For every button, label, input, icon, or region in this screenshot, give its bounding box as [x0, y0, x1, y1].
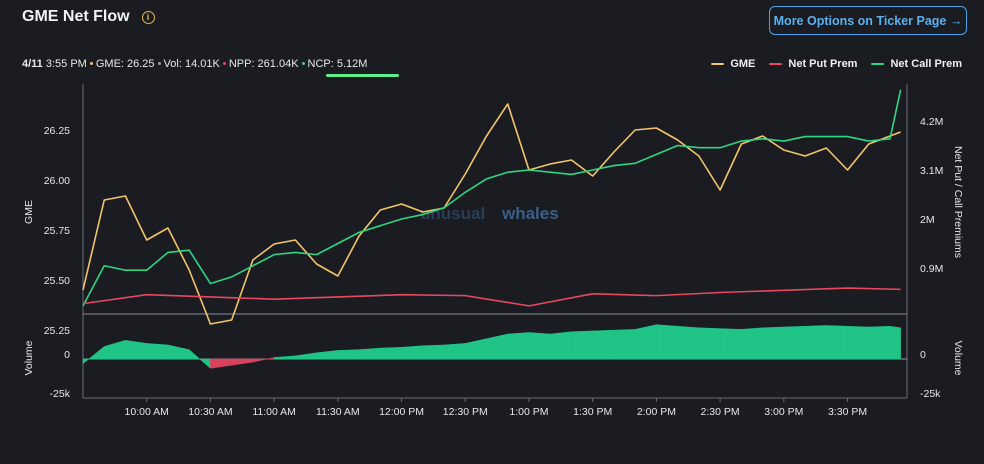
- volume-bar: [719, 328, 742, 360]
- volume-right-tick-label: 0: [920, 349, 926, 361]
- right-axis-tick-label: 2M: [920, 214, 935, 226]
- right-axis-tick-label: 4.2M: [920, 116, 943, 128]
- volume-bar: [125, 339, 147, 360]
- left-axis-tick-label: 26.00: [44, 175, 70, 187]
- x-axis-tick-label: 11:30 AM: [316, 406, 360, 418]
- legend: GME Net Put Prem Net Call Prem: [711, 58, 962, 70]
- series-line-net-call-prem[interactable]: [82, 89, 902, 307]
- volume-right-axis-title: Volume: [952, 340, 964, 375]
- volume-bar: [507, 332, 530, 360]
- volume-bar: [295, 352, 317, 360]
- legend-label: Net Put Prem: [788, 58, 858, 70]
- gme-dot-icon: [89, 62, 93, 65]
- volume-bar: [380, 347, 402, 360]
- volume-bar: [656, 324, 678, 360]
- volume-left-tick-label: 0: [64, 349, 70, 361]
- watermark-unusual: unusual: [420, 204, 485, 223]
- left-axis-tick-label: 25.25: [44, 325, 70, 337]
- volume-bar: [188, 349, 211, 369]
- legend-label: Net Call Prem: [890, 58, 962, 70]
- volume-bar: [889, 325, 901, 360]
- left-axis-tick-label: 26.25: [44, 125, 70, 137]
- volume-bar: [167, 344, 190, 360]
- x-axis-tick-label: 1:00 PM: [509, 406, 548, 418]
- volume-bar: [358, 347, 381, 360]
- volume-bar: [826, 325, 848, 360]
- x-axis-tick-label: 2:30 PM: [701, 406, 740, 418]
- info-date: 4/11: [22, 58, 43, 70]
- volume-bar: [677, 325, 700, 360]
- legend-swatch-icon: [711, 63, 725, 65]
- volume-bar: [401, 345, 424, 360]
- volume-bar: [465, 338, 487, 360]
- volume-bar: [762, 326, 785, 360]
- volume-bar: [804, 325, 827, 360]
- vol-dot-icon: [157, 62, 161, 65]
- volume-left-tick-label: -25k: [50, 388, 71, 400]
- info-icon[interactable]: i: [141, 10, 155, 24]
- legend-swatch-icon: [769, 63, 783, 65]
- volume-bar: [443, 343, 466, 360]
- volume-right-tick-label: -25k: [920, 388, 941, 400]
- info-ncp: NCP: 5.12M: [307, 58, 368, 70]
- npp-dot-icon: [222, 62, 226, 65]
- volume-bar: [613, 329, 636, 360]
- volume-bar: [571, 330, 593, 360]
- left-axis-title: GME: [23, 200, 35, 224]
- series-line-gme[interactable]: [82, 103, 901, 325]
- volume-bar: [634, 324, 657, 360]
- legend-label: GME: [730, 58, 756, 70]
- info-npp: NPP: 261.04K: [228, 58, 299, 70]
- page-title: GME Net Flow: [22, 8, 130, 25]
- more-options-button[interactable]: More Options on Ticker Page →: [769, 6, 967, 35]
- x-axis-tick-label: 2:00 PM: [637, 406, 676, 418]
- info-time: 3:55 PM: [45, 58, 87, 70]
- ncp-dot-icon: [301, 62, 305, 65]
- series-line-net-put-prem[interactable]: [82, 287, 901, 307]
- legend-item-gme[interactable]: GME: [711, 58, 755, 70]
- x-axis-tick-label: 1:30 PM: [573, 406, 612, 418]
- x-axis-tick-label: 12:30 PM: [443, 406, 488, 418]
- x-axis-tick-label: 11:00 AM: [252, 406, 296, 418]
- left-axis-tick-label: 25.50: [44, 275, 70, 287]
- x-axis-tick-label: 12:00 PM: [379, 406, 424, 418]
- volume-bar: [698, 327, 721, 360]
- left-axis-tick-label: 25.75: [44, 225, 70, 237]
- volume-bar: [231, 358, 254, 366]
- right-axis-tick-label: 0.9M: [920, 263, 943, 275]
- right-axis-title: Net Put / Call Premiums: [952, 146, 964, 258]
- volume-bar: [422, 344, 445, 360]
- volume-bar: [486, 333, 508, 360]
- volume-bar: [337, 349, 360, 360]
- right-axis-tick-label: 3.1M: [920, 165, 943, 177]
- volume-bar: [847, 325, 870, 360]
- legend-swatch-icon: [871, 63, 885, 65]
- volume-bar: [252, 357, 275, 363]
- volume-bar: [783, 325, 806, 360]
- legend-item-net-put-prem[interactable]: Net Put Prem: [769, 58, 857, 70]
- volume-left-axis-title: Volume: [23, 340, 35, 375]
- watermark-whales: whales: [501, 204, 559, 223]
- x-axis-tick-label: 3:00 PM: [764, 406, 803, 418]
- volume-bar: [103, 339, 126, 360]
- x-axis-tick-label: 10:30 AM: [188, 406, 232, 418]
- volume-bar: [592, 329, 615, 360]
- volume-bar: [741, 327, 763, 360]
- volume-bar: [82, 345, 105, 365]
- volume-bar: [210, 358, 232, 369]
- volume-bar: [868, 325, 891, 360]
- info-line: 4/11 3:55 PM GME: 26.25 Vol: 14.01K NPP: 26…: [22, 58, 367, 70]
- x-axis-tick-label: 3:30 PM: [828, 406, 867, 418]
- volume-bar: [549, 331, 572, 360]
- volume-bar: [528, 332, 551, 360]
- legend-item-net-call-prem[interactable]: Net Call Prem: [871, 58, 962, 70]
- ncp-active-indicator: [326, 74, 399, 77]
- volume-bar: [146, 343, 169, 360]
- volume-bar: [273, 355, 296, 360]
- info-gme: GME: 26.25: [95, 58, 155, 70]
- volume-bar: [316, 350, 339, 360]
- info-vol: Vol: 14.01K: [163, 58, 220, 70]
- x-axis-tick-label: 10:00 AM: [125, 406, 169, 418]
